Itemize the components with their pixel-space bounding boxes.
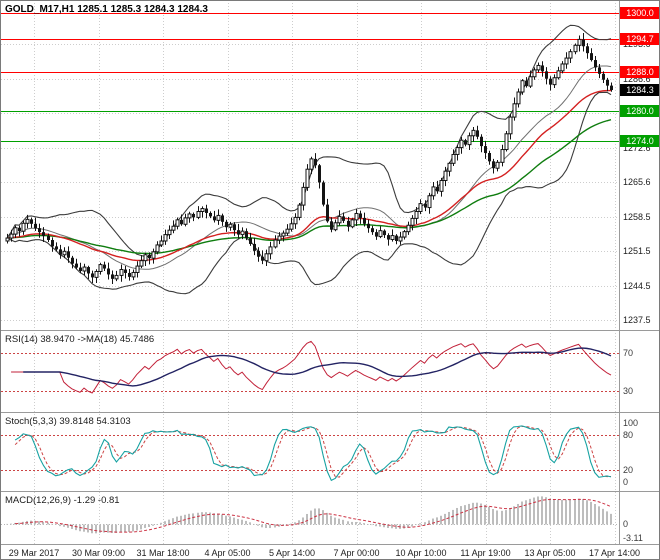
chart-window: GOLD_M17,H1 1285.1 1285.3 1284.3 1284.3 … xyxy=(0,0,660,560)
price-chart-canvas[interactable] xyxy=(1,1,659,559)
